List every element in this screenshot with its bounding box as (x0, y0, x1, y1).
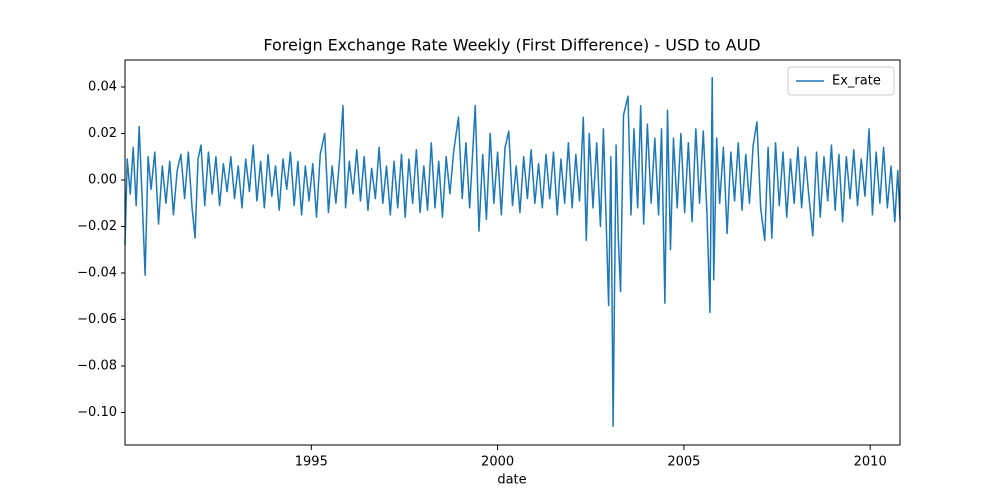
x-tick-label: 2000 (481, 455, 514, 470)
y-tick-label: −0.10 (77, 405, 117, 420)
y-tick-label: −0.02 (77, 219, 117, 234)
y-tick-label: −0.06 (77, 312, 117, 327)
data-line (124, 76, 901, 428)
y-tick-label: 0.04 (88, 79, 117, 94)
chart-title: Foreign Exchange Rate Weekly (First Diff… (263, 36, 760, 55)
legend-label: Ex_rate (832, 74, 881, 89)
legend-box (787, 66, 895, 96)
plot-frame (124, 59, 901, 446)
x-tick-label: 2010 (854, 455, 887, 470)
x-tick-label: 1995 (295, 455, 328, 470)
y-tick-label: 0.02 (88, 126, 117, 141)
y-tick-label: −0.04 (77, 265, 117, 280)
y-tick-label: 0.00 (88, 172, 117, 187)
y-tick-label: −0.08 (77, 358, 117, 373)
x-axis-label: date (497, 473, 526, 488)
x-tick-label: 2005 (667, 455, 700, 470)
